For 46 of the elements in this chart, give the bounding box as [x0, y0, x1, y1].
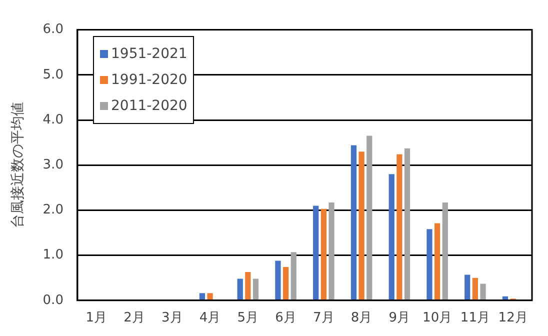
- legend-label: 1951-2021: [111, 45, 188, 64]
- x-tick-label: 4月: [199, 310, 221, 326]
- x-tick-label: 3月: [162, 310, 183, 326]
- bar: [207, 293, 213, 300]
- x-tick-label: 5月: [237, 310, 259, 326]
- bar: [404, 148, 410, 300]
- y-axis-title: 台風接近数の平均値: [10, 102, 26, 228]
- bar: [350, 145, 357, 300]
- x-tick-label: 6月: [275, 310, 296, 326]
- x-tick-label: 11月: [460, 310, 490, 326]
- bar: [328, 202, 334, 300]
- x-tick-label: 9月: [388, 310, 410, 326]
- y-tick-label: 3.0: [42, 157, 64, 172]
- bar: [472, 278, 478, 300]
- bar: [358, 152, 364, 300]
- y-tick-label: 1.0: [42, 248, 64, 263]
- y-tick-label: 5.0: [42, 67, 64, 82]
- bar: [434, 223, 440, 300]
- bar: [464, 274, 470, 300]
- bar: [388, 174, 394, 300]
- x-tick-label: 8月: [350, 310, 372, 326]
- bar: [313, 206, 319, 300]
- bar: [396, 154, 402, 300]
- x-tick-label: 12月: [498, 310, 528, 326]
- bar: [442, 202, 448, 300]
- bar: [290, 252, 296, 300]
- bar: [480, 284, 486, 300]
- y-tick-label: 2.0: [42, 202, 64, 218]
- x-tick-label: 2月: [124, 310, 145, 326]
- bar: [275, 260, 281, 300]
- bar: [366, 136, 372, 300]
- bar: [237, 278, 243, 300]
- bar: [245, 272, 251, 300]
- legend-label: 2011-2020: [111, 97, 188, 116]
- y-tick-label: 0.0: [42, 292, 64, 308]
- bar: [426, 229, 432, 300]
- bar: [320, 208, 326, 300]
- bar: [282, 267, 289, 300]
- y-tick-label: 4.0: [42, 112, 64, 128]
- bar: [199, 293, 206, 300]
- legend-label: 1991-2020: [111, 71, 188, 90]
- bar: [252, 278, 259, 300]
- x-tick-label: 7月: [313, 310, 334, 326]
- x-tick-label: 10月: [422, 310, 452, 326]
- x-tick-label: 1月: [86, 310, 108, 326]
- y-tick-label: 6.0: [42, 22, 64, 38]
